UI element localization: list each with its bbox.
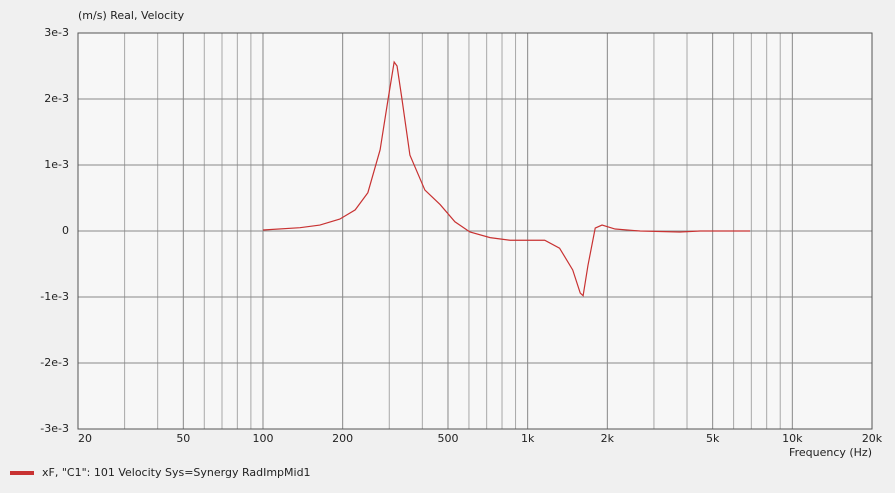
x-tick-label: 200 <box>332 432 353 445</box>
x-tick-label: 20 <box>78 432 92 445</box>
x-tick-label: 10k <box>782 432 803 445</box>
x-tick-label: 500 <box>437 432 458 445</box>
y-tick-label: 3e-3 <box>44 26 69 39</box>
x-axis-label: Frequency (Hz) <box>789 446 872 459</box>
plot-area <box>77 32 873 430</box>
x-tick-label: 5k <box>706 432 720 445</box>
y-tick-label: 1e-3 <box>44 158 69 171</box>
y-tick-label: -2e-3 <box>40 356 69 369</box>
y-tick-label: -1e-3 <box>40 290 69 303</box>
legend-label: xF, "C1": 101 Velocity Sys=Synergy RadIm… <box>42 466 311 479</box>
y-axis-label: (m/s) Real, Velocity <box>78 9 185 22</box>
y-tick-label: -3e-3 <box>40 422 69 435</box>
data-line <box>262 60 751 297</box>
x-tick-label: 50 <box>176 432 190 445</box>
y-tick-label: 0 <box>62 224 69 237</box>
x-tick-label: 2k <box>601 432 615 445</box>
y-tick-label: 2e-3 <box>44 92 69 105</box>
x-tick-label: 100 <box>252 432 273 445</box>
x-tick-label: 1k <box>521 432 535 445</box>
x-tick-label: 20k <box>862 432 883 445</box>
